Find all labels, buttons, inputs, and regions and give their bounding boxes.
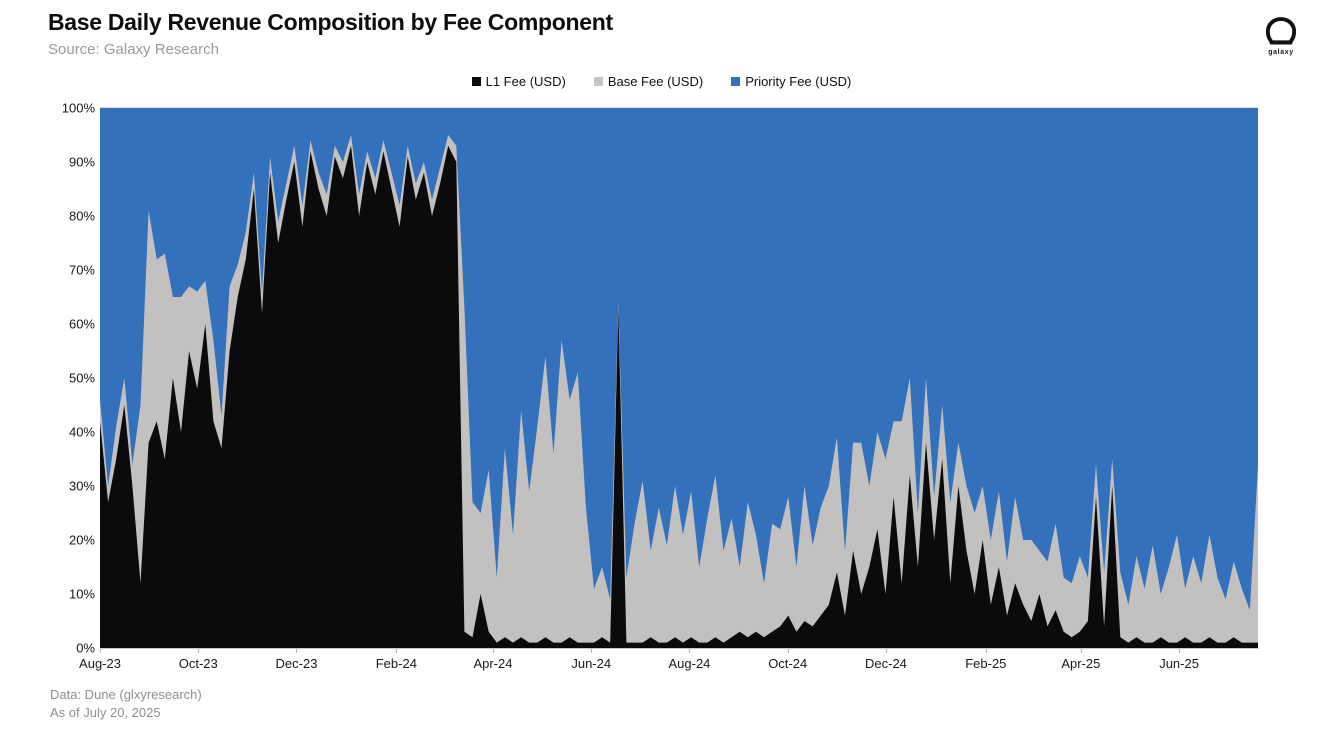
x-axis-tick <box>1080 649 1082 653</box>
y-axis-label: 30% <box>68 478 95 494</box>
x-axis-tick <box>591 649 593 653</box>
chart-plot-area <box>100 108 1258 648</box>
x-axis-label: Jun-24 <box>571 656 612 671</box>
x-axis-tick <box>1179 649 1181 653</box>
as-of-date: As of July 20, 2025 <box>50 705 161 720</box>
x-axis-label: Apr-25 <box>1061 656 1101 671</box>
x-axis-label: Oct-23 <box>178 656 218 671</box>
legend-label: Priority Fee (USD) <box>745 74 852 89</box>
x-axis-tick <box>396 649 398 653</box>
x-axis-tick <box>689 649 691 653</box>
x-axis-label: Dec-24 <box>864 656 907 671</box>
chart-legend: L1 Fee (USD) Base Fee (USD) Priority Fee (… <box>0 74 1323 89</box>
legend-label: L1 Fee (USD) <box>485 74 566 89</box>
y-axis-label: 80% <box>68 208 95 224</box>
y-axis-label: 70% <box>68 262 95 278</box>
x-axis-label: Feb-24 <box>375 656 417 671</box>
stacked-area-chart <box>100 108 1258 648</box>
legend-swatch <box>593 77 603 86</box>
legend-item-priority-fee-usd-: Priority Fee (USD) <box>731 74 851 89</box>
y-axis-label: 10% <box>68 586 95 602</box>
x-axis-tick <box>985 649 987 653</box>
x-axis-tick <box>198 649 200 653</box>
galaxy-logo-label: galaxy <box>1268 49 1294 56</box>
galaxy-logo-icon <box>1265 17 1297 45</box>
x-axis-line <box>100 648 1259 649</box>
y-axis-label: 20% <box>68 532 95 548</box>
page-title: Base Daily Revenue Composition by Fee Co… <box>48 9 613 35</box>
galaxy-logo: galaxy <box>1258 16 1304 56</box>
legend-item-l1-fee-usd-: L1 Fee (USD) <box>471 74 566 89</box>
x-axis-label: Aug-24 <box>668 656 711 671</box>
footer-notes: Data: Dune (glxyresearch) As of July 20,… <box>50 686 202 722</box>
legend-swatch <box>731 77 741 86</box>
legend-item-base-fee-usd-: Base Fee (USD) <box>593 74 704 89</box>
source-subtitle: Source: Galaxy Research <box>48 41 219 58</box>
data-source-note: Data: Dune (glxyresearch) <box>50 687 202 702</box>
x-axis-label: Dec-23 <box>275 656 318 671</box>
y-axis: 100% 90% 80% 70% 60% 50% 40% 30% 20% 10% 0% <box>0 101 95 656</box>
legend-label: Base Fee (USD) <box>607 74 704 89</box>
x-axis-tick <box>787 649 789 653</box>
x-axis: Aug-23 Oct-23 Dec-23 Feb-24 Apr-24 Jun-24 Aug-… <box>79 649 1258 679</box>
x-axis-label: Oct-24 <box>768 656 808 671</box>
y-axis-label: 100% <box>61 100 95 116</box>
y-axis-label: 0% <box>76 640 95 656</box>
y-axis-label: 50% <box>68 370 95 386</box>
x-axis-label: Apr-24 <box>473 656 513 671</box>
x-axis-tick <box>296 649 298 653</box>
x-axis-label: Jun-25 <box>1159 656 1199 671</box>
legend-swatch <box>471 77 481 86</box>
y-axis-label: 40% <box>68 424 95 440</box>
y-axis-label: 60% <box>68 316 95 332</box>
x-axis-tick <box>100 649 101 653</box>
x-axis-label: Feb-25 <box>965 656 1007 671</box>
gridline-100pct <box>100 107 1258 108</box>
l1-fee-area <box>100 145 1258 648</box>
x-axis-tick <box>885 649 887 653</box>
y-axis-label: 90% <box>68 154 95 170</box>
x-axis-label: Aug-23 <box>79 656 121 671</box>
x-axis-tick <box>492 649 494 653</box>
